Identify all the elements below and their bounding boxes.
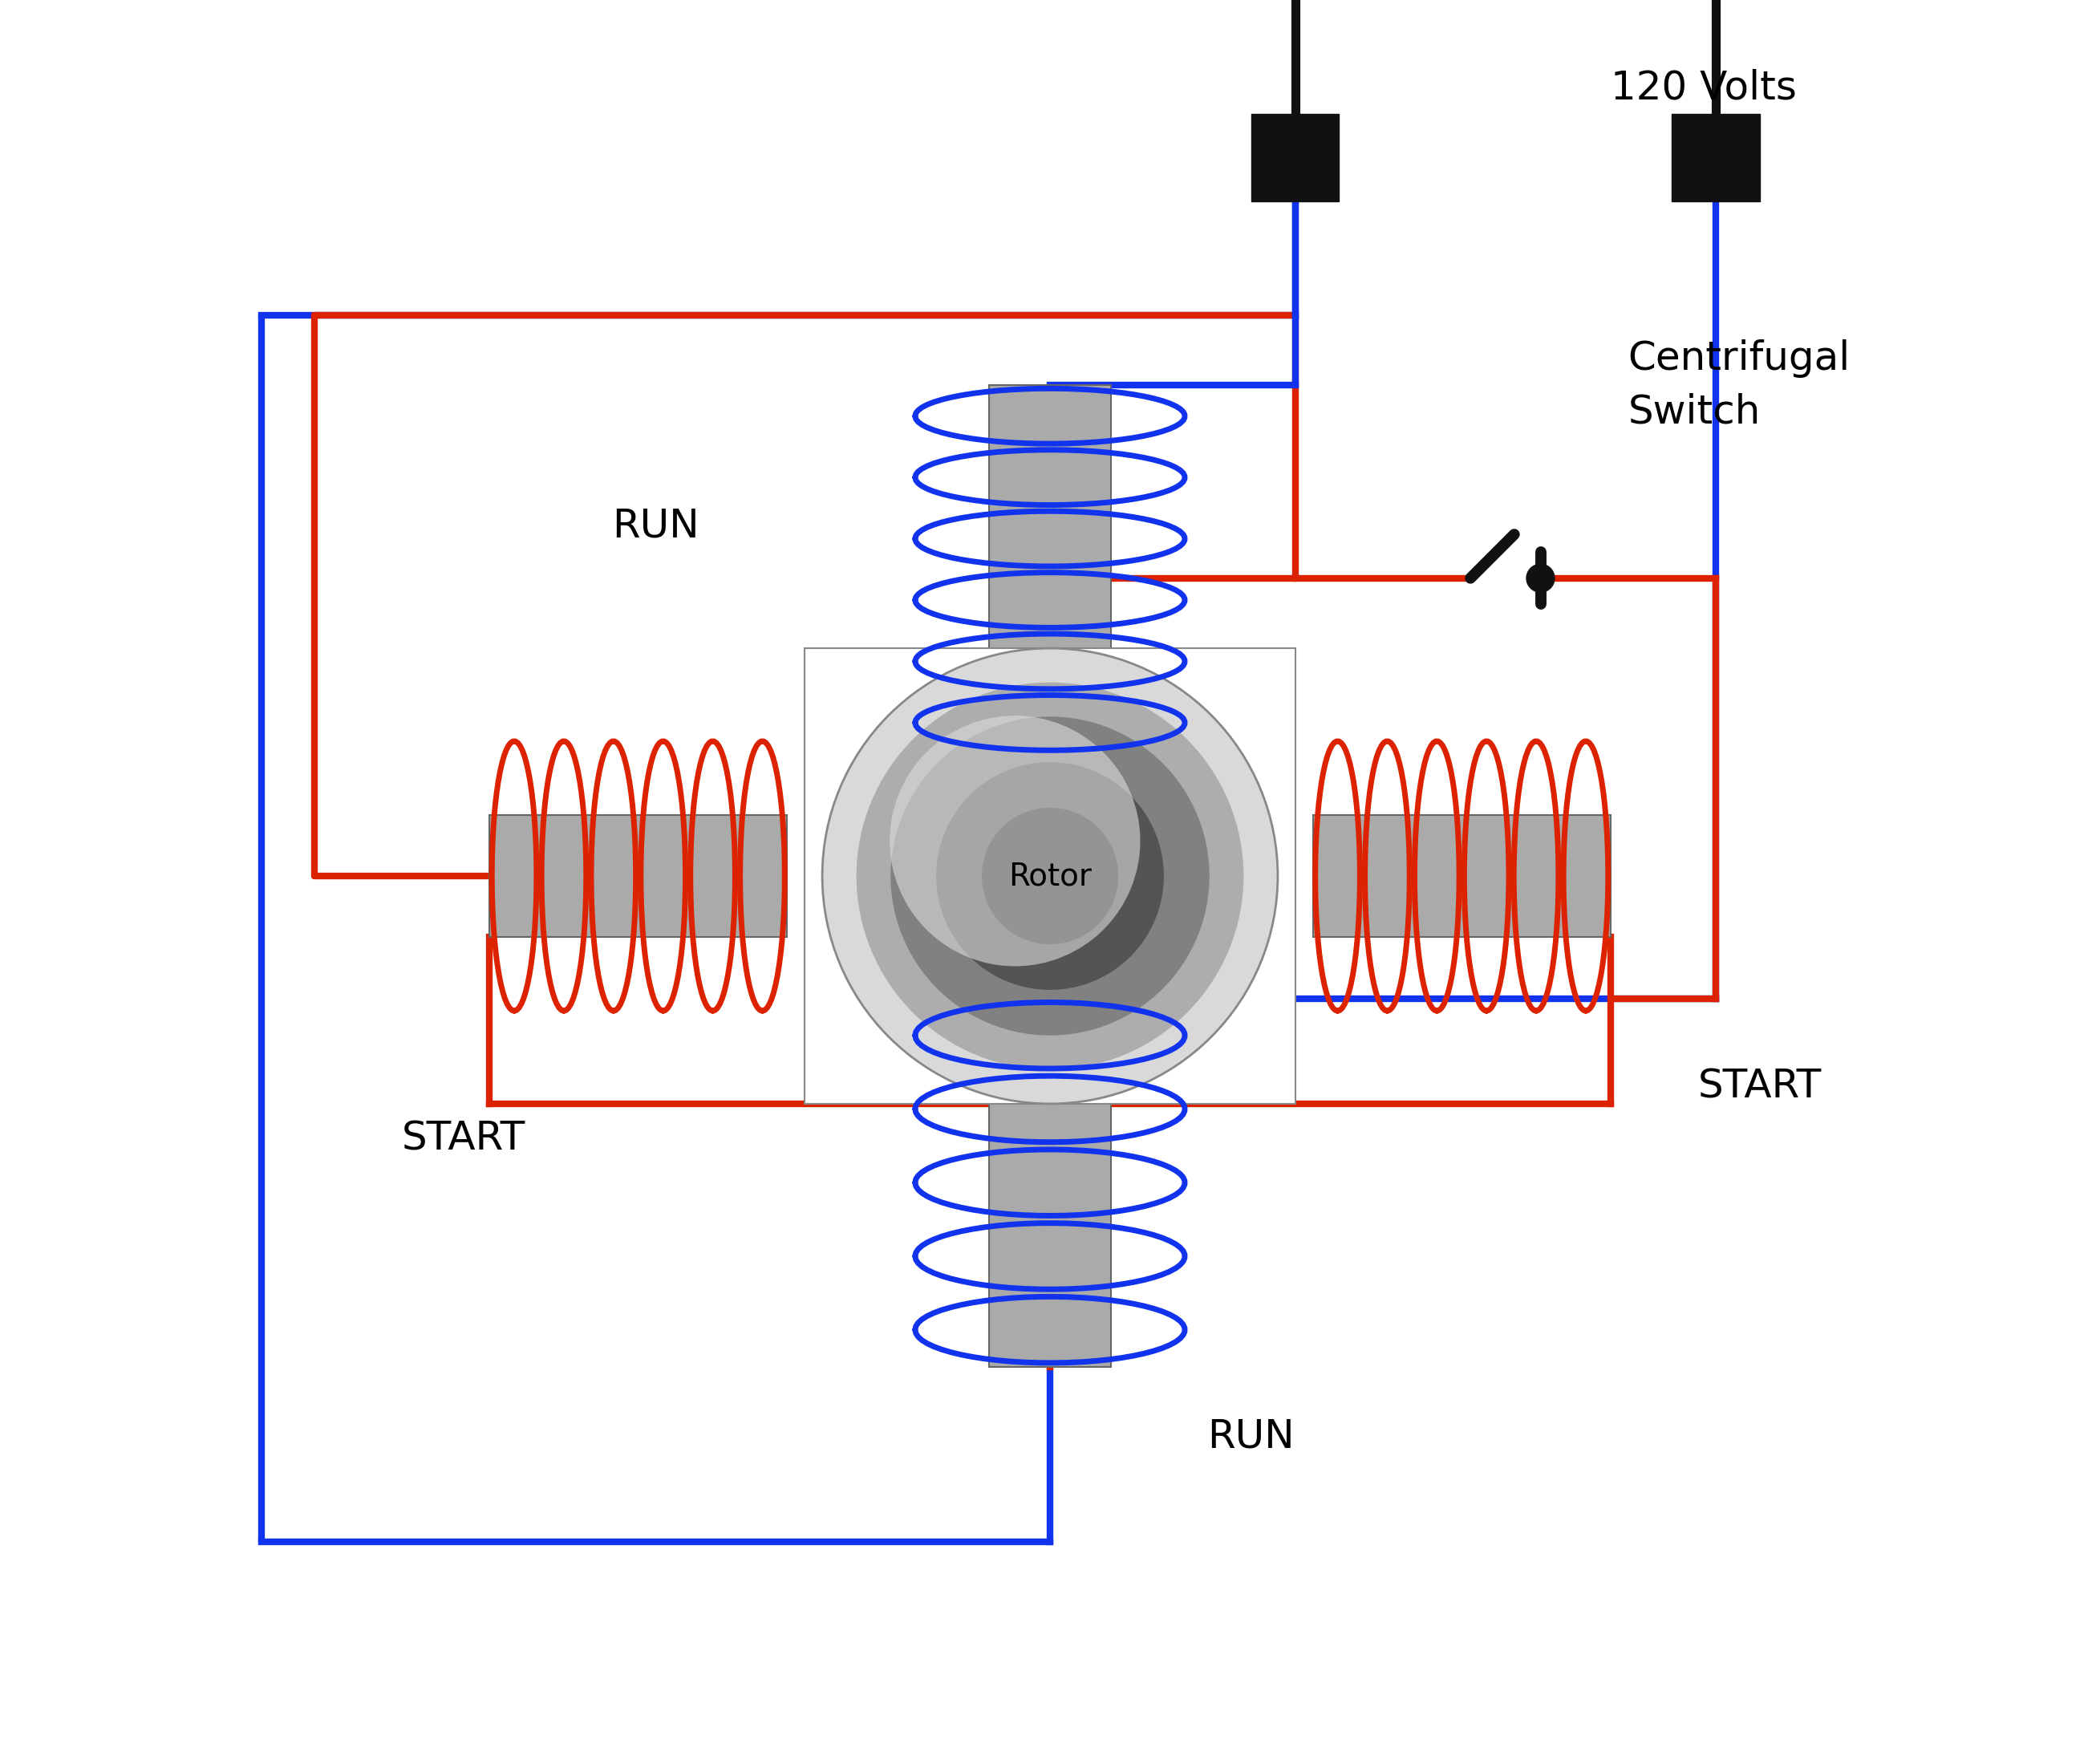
Bar	[1672, 114, 1760, 201]
Text: RUN: RUN	[1208, 1417, 1296, 1456]
Bar	[989, 999, 1111, 1367]
Circle shape	[1527, 564, 1554, 592]
Text: START: START	[401, 1120, 525, 1158]
Circle shape	[981, 808, 1119, 944]
Text: 120 Volts: 120 Volts	[1611, 68, 1798, 107]
Text: START: START	[1699, 1067, 1823, 1106]
Circle shape	[890, 717, 1210, 1035]
Bar	[1252, 114, 1340, 201]
Text: Centrifugal
Switch: Centrifugal Switch	[1628, 340, 1850, 431]
Bar	[1312, 815, 1611, 937]
Bar	[489, 815, 788, 937]
Circle shape	[890, 715, 1140, 965]
Circle shape	[937, 762, 1163, 990]
Circle shape	[857, 683, 1243, 1069]
Circle shape	[823, 648, 1277, 1104]
Bar	[989, 385, 1111, 753]
Bar	[804, 648, 1296, 1104]
Text: RUN: RUN	[613, 506, 699, 545]
Text: Rotor: Rotor	[1008, 860, 1092, 892]
